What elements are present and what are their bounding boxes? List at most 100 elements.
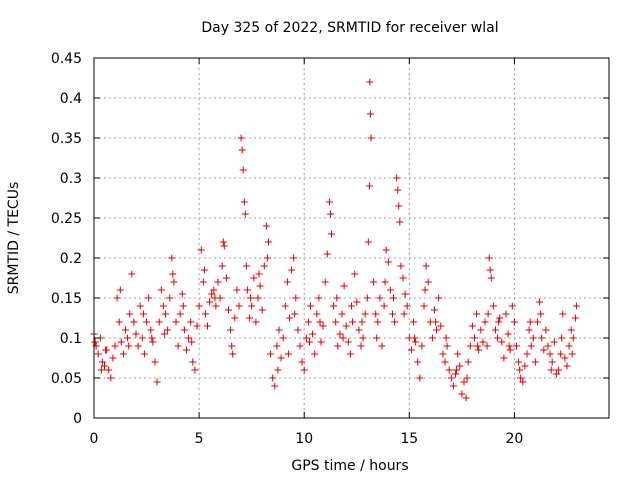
data-point [206, 298, 214, 306]
data-point [396, 218, 404, 226]
y-tick-label: 0.1 [60, 331, 82, 347]
data-point [496, 314, 504, 322]
data-point [199, 278, 207, 286]
data-point [155, 318, 163, 326]
data-point [185, 334, 193, 342]
data-point [443, 342, 451, 350]
data-point [370, 278, 378, 286]
y-tick-label: 0.25 [51, 211, 82, 227]
data-point [424, 278, 432, 286]
y-tick-labels: 0 0.05 0.1 0.15 0.2 0.25 0.3 0.35 0.4 0.45 [51, 51, 82, 427]
data-point [105, 366, 113, 374]
data-point [174, 342, 182, 350]
data-point [338, 310, 346, 318]
data-point [442, 334, 450, 342]
data-point [242, 262, 250, 270]
data-point [374, 318, 382, 326]
data-point [416, 374, 424, 382]
data-point [439, 350, 447, 358]
data-point [568, 350, 576, 358]
data-point [172, 318, 180, 326]
data-point [240, 198, 248, 206]
data-point [422, 262, 430, 270]
data-point [441, 358, 449, 366]
data-point [456, 362, 464, 370]
data-point [271, 382, 279, 390]
data-point [353, 298, 361, 306]
data-point [262, 222, 270, 230]
data-point [361, 310, 369, 318]
data-point [159, 302, 167, 310]
data-point [294, 326, 302, 334]
data-point [168, 254, 176, 262]
data-point [109, 354, 117, 362]
data-point [555, 366, 563, 374]
data-point [462, 394, 470, 402]
data-point [358, 318, 366, 326]
data-point [492, 326, 499, 334]
data-point [315, 294, 323, 302]
data-point [557, 350, 565, 358]
data-point [536, 298, 544, 306]
data-point [283, 278, 291, 286]
data-point [288, 266, 296, 274]
data-point [260, 262, 268, 270]
data-point [235, 302, 243, 310]
data-point [195, 302, 203, 310]
data-point [565, 342, 573, 350]
data-point [143, 318, 151, 326]
data-point [349, 318, 357, 326]
data-point [494, 334, 502, 342]
data-point [466, 342, 474, 350]
data-point [188, 338, 196, 346]
data-point [290, 254, 298, 262]
y-axis-label: SRMTID / TECUs [6, 182, 22, 295]
data-point [258, 306, 266, 314]
data-point [316, 318, 324, 326]
data-point [500, 354, 508, 362]
data-point [485, 254, 493, 262]
data-point [428, 334, 436, 342]
data-point [325, 198, 333, 206]
data-point [328, 230, 335, 238]
data-point [483, 342, 491, 350]
x-tick-labels: 0 5 10 15 20 [90, 431, 524, 447]
data-point [274, 366, 282, 374]
data-point [505, 342, 513, 350]
data-point [552, 370, 560, 378]
data-point [208, 290, 216, 298]
data-point [548, 358, 556, 366]
grid-lines [94, 58, 609, 418]
data-point [508, 302, 516, 310]
data-point [550, 338, 558, 346]
data-point [327, 210, 334, 218]
data-point [367, 134, 375, 142]
data-point [572, 302, 580, 310]
data-point [97, 366, 105, 374]
data-point [342, 322, 350, 330]
data-point [113, 294, 121, 302]
data-point [340, 282, 348, 290]
data-point [211, 294, 219, 302]
data-point [183, 346, 190, 354]
data-point [164, 326, 172, 334]
data-point [563, 362, 571, 370]
data-point [200, 266, 208, 274]
data-point [147, 326, 155, 334]
data-point [255, 270, 263, 278]
data-point [291, 310, 299, 318]
data-point [546, 350, 554, 358]
data-point [250, 274, 258, 282]
data-point [304, 318, 312, 326]
data-point [463, 374, 471, 382]
data-point [193, 322, 201, 330]
data-point [400, 310, 408, 318]
data-point [269, 374, 277, 382]
data-point [571, 314, 579, 322]
data-point [458, 390, 466, 398]
data-point [265, 238, 272, 246]
data-point [153, 378, 161, 386]
data-point [384, 258, 392, 266]
data-point [321, 278, 329, 286]
axis-ticks [93, 57, 609, 419]
